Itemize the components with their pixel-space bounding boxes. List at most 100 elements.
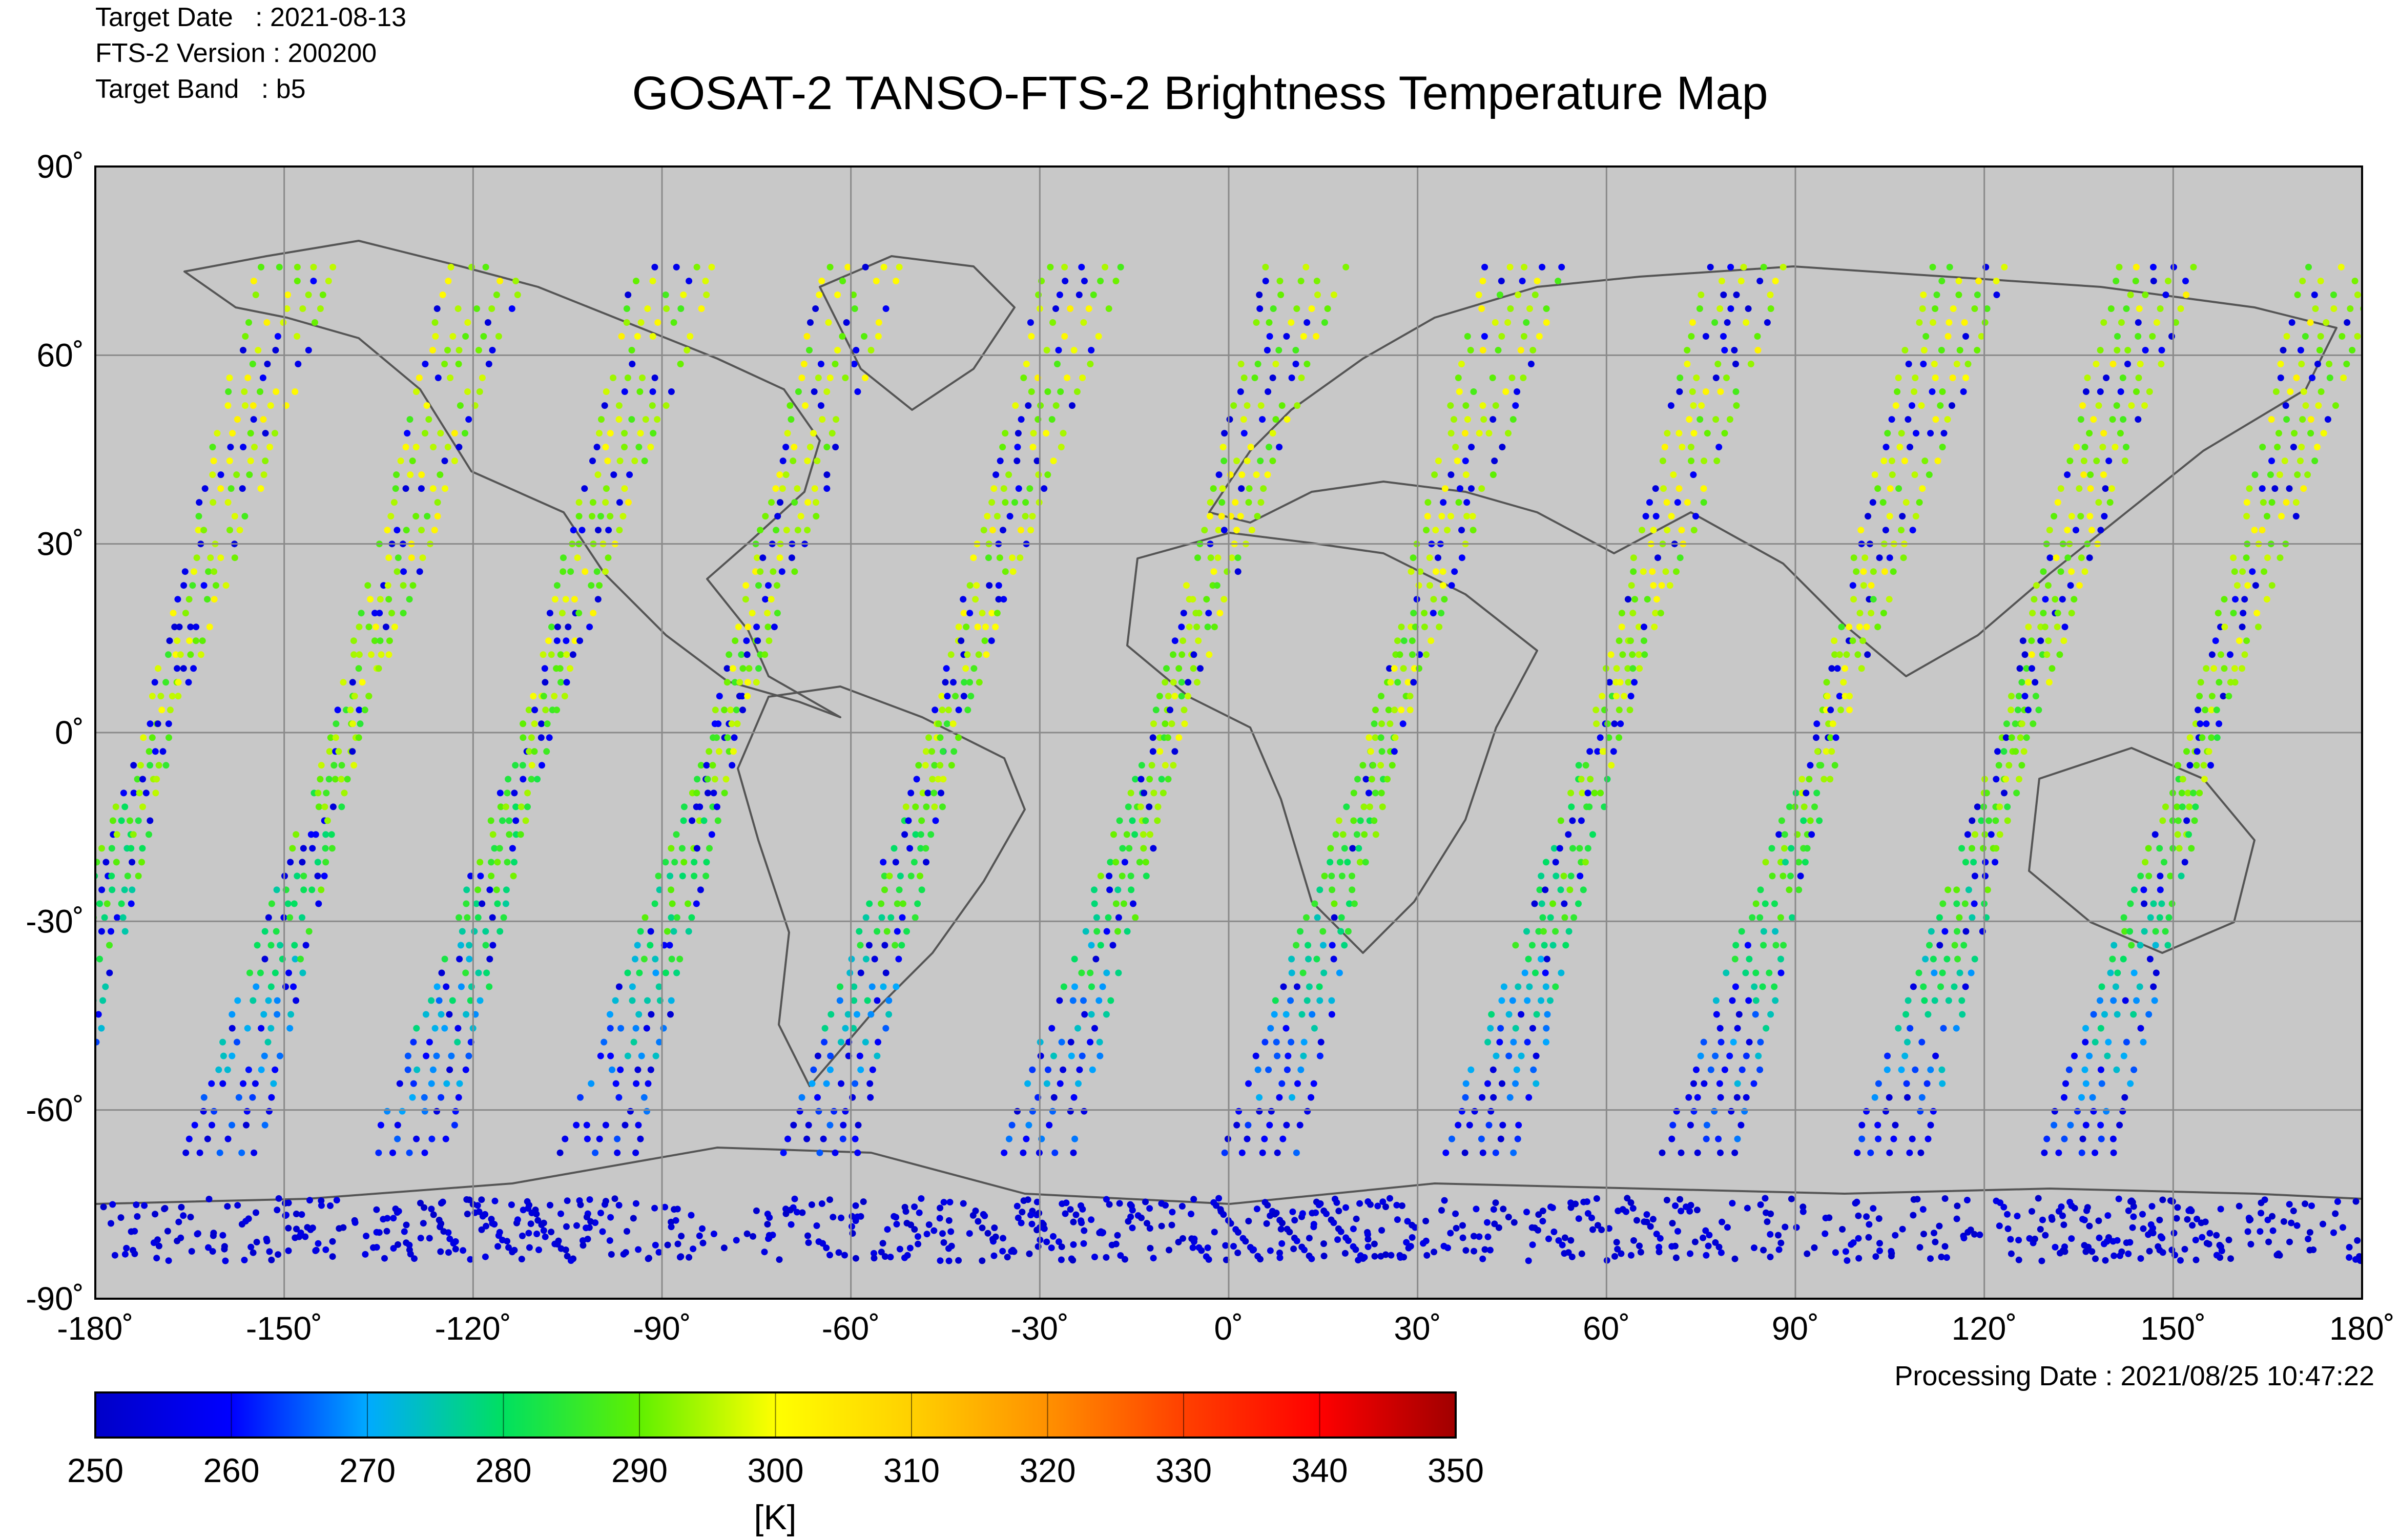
observation-point [1220, 596, 1228, 603]
observation-point [149, 734, 156, 741]
observation-point [1423, 527, 1430, 534]
observation-point [1930, 1108, 1937, 1115]
observation-point [394, 1135, 401, 1142]
observation-point [652, 1052, 659, 1059]
observation-point [914, 900, 921, 907]
observation-point [1944, 416, 1951, 423]
observation-point [832, 444, 839, 451]
observation-point [593, 568, 601, 575]
observation-point [2297, 457, 2304, 465]
observation-point [312, 1247, 319, 1254]
observation-point [275, 1251, 282, 1258]
observation-point [686, 1254, 693, 1261]
observation-point [668, 1223, 675, 1231]
observation-point [474, 886, 482, 893]
observation-point [1440, 582, 1446, 589]
observation-point [1686, 1208, 1693, 1215]
observation-point [588, 582, 595, 589]
observation-point [949, 720, 957, 727]
observation-point [1406, 706, 1414, 714]
observation-point [836, 997, 843, 1004]
observation-point [821, 1038, 828, 1046]
observation-point [1901, 347, 1909, 353]
observation-point [1984, 886, 1991, 893]
observation-point [1219, 485, 1226, 492]
observation-point [1523, 319, 1530, 326]
observation-point [912, 803, 919, 810]
observation-point [1647, 1223, 1654, 1230]
observation-point [412, 444, 420, 451]
observation-point [1953, 1215, 1960, 1222]
observation-point [2101, 1011, 2108, 1018]
observation-point [1858, 1135, 1866, 1142]
observation-point [1616, 734, 1623, 741]
observation-point [2259, 444, 2266, 451]
observation-point [1733, 402, 1740, 409]
observation-point [1293, 1237, 1300, 1244]
observation-point [1298, 1011, 1306, 1018]
observation-point [1971, 305, 1978, 312]
observation-point [1234, 554, 1242, 561]
observation-point [76, 984, 83, 990]
observation-point [597, 513, 604, 520]
observation-point [774, 582, 780, 589]
observation-point [1734, 1080, 1741, 1087]
observation-point [2077, 416, 2084, 423]
observation-point [1731, 347, 1738, 353]
observation-point [1813, 720, 1820, 727]
observation-point [911, 859, 918, 866]
observation-point [1004, 1254, 1011, 1261]
observation-point [113, 859, 120, 866]
observation-point [319, 292, 326, 298]
observation-point [138, 859, 145, 866]
observation-point [1416, 665, 1422, 672]
observation-point [1888, 457, 1895, 465]
observation-point [240, 347, 246, 353]
observation-point [1035, 471, 1042, 478]
observation-point [1760, 928, 1767, 935]
observation-point [1408, 568, 1415, 575]
observation-point [1140, 831, 1147, 838]
observation-point [121, 886, 128, 893]
observation-point [1598, 1226, 1605, 1233]
observation-point [1953, 886, 1960, 893]
observation-point [471, 928, 478, 935]
observation-point [1903, 1080, 1910, 1087]
observation-point [1874, 623, 1881, 631]
observation-point [615, 983, 623, 990]
observation-point [711, 776, 718, 783]
observation-point [1228, 554, 1235, 561]
observation-point [757, 568, 764, 575]
observation-point [1300, 1052, 1307, 1059]
observation-point [1339, 831, 1347, 838]
observation-point [867, 347, 875, 353]
observation-point [2026, 1235, 2033, 1242]
observation-point [710, 1231, 717, 1237]
observation-point [1538, 955, 1544, 963]
observation-point [247, 430, 254, 437]
observation-point [2261, 1196, 2268, 1203]
observation-point [2294, 292, 2301, 298]
observation-point [1611, 720, 1618, 727]
observation-point [459, 928, 466, 935]
observation-point [1926, 471, 1933, 478]
observation-point [1850, 596, 1857, 603]
observation-point [199, 637, 206, 644]
observation-point [724, 734, 731, 741]
observation-point [1330, 1219, 1337, 1226]
observation-point [652, 955, 659, 963]
observation-point [647, 1066, 654, 1073]
observation-point [633, 278, 639, 284]
observation-point [1238, 1149, 1246, 1156]
observation-point [982, 623, 989, 631]
observation-point [1579, 789, 1586, 797]
observation-point [2066, 1199, 2074, 1205]
observation-point [612, 1080, 619, 1087]
observation-point [671, 1206, 678, 1213]
observation-point [2339, 333, 2346, 340]
observation-point [945, 1217, 953, 1224]
observation-point [1936, 1222, 1943, 1230]
observation-point [649, 402, 656, 409]
observation-point [1543, 319, 1550, 326]
observation-point [95, 859, 100, 866]
